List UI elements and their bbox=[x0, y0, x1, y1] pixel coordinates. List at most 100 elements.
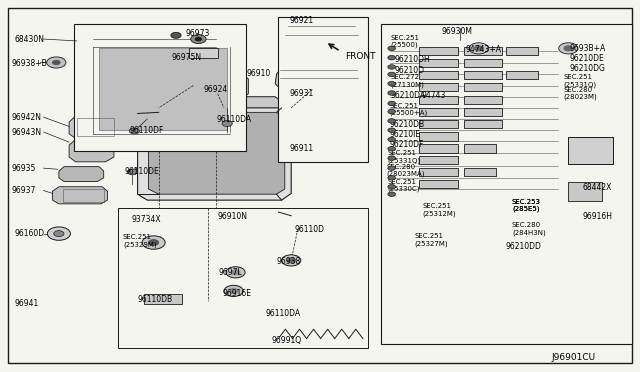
Text: 96210DG: 96210DG bbox=[570, 64, 605, 73]
Text: SEC.251
(25500): SEC.251 (25500) bbox=[390, 35, 419, 48]
Circle shape bbox=[388, 176, 396, 180]
Circle shape bbox=[388, 81, 396, 86]
Circle shape bbox=[469, 43, 488, 54]
Polygon shape bbox=[59, 167, 104, 182]
Text: 96942N: 96942N bbox=[12, 113, 42, 122]
Circle shape bbox=[388, 101, 396, 106]
Polygon shape bbox=[151, 97, 285, 112]
Circle shape bbox=[47, 57, 66, 68]
Circle shape bbox=[388, 119, 396, 123]
Text: SEC.272
(27130M): SEC.272 (27130M) bbox=[390, 74, 424, 88]
Text: 96931: 96931 bbox=[289, 89, 314, 97]
Bar bbox=[506, 71, 538, 79]
Bar bbox=[419, 156, 458, 164]
Text: 9697L: 9697L bbox=[219, 268, 243, 277]
Text: 96921: 96921 bbox=[289, 16, 314, 25]
Polygon shape bbox=[69, 116, 118, 138]
Bar bbox=[419, 96, 458, 104]
Text: SEC.280
(284H3N): SEC.280 (284H3N) bbox=[512, 222, 546, 235]
Circle shape bbox=[148, 240, 159, 246]
Text: 96210IE: 96210IE bbox=[389, 130, 420, 139]
Text: 96210D: 96210D bbox=[395, 66, 425, 75]
Text: 96910N: 96910N bbox=[218, 212, 248, 221]
Polygon shape bbox=[388, 41, 562, 199]
Bar bbox=[464, 59, 502, 67]
Text: 68430N: 68430N bbox=[14, 35, 44, 44]
Circle shape bbox=[231, 270, 240, 275]
Polygon shape bbox=[76, 37, 240, 141]
Circle shape bbox=[142, 236, 165, 249]
Circle shape bbox=[388, 55, 396, 60]
Text: SEC.251
(25331Q): SEC.251 (25331Q) bbox=[563, 74, 596, 88]
Bar bbox=[464, 168, 496, 176]
Bar bbox=[464, 96, 502, 104]
Text: 96916E: 96916E bbox=[223, 289, 252, 298]
Text: 96991Q: 96991Q bbox=[272, 336, 302, 345]
Text: 96210DE: 96210DE bbox=[570, 54, 604, 63]
Circle shape bbox=[191, 35, 206, 44]
Text: 96935: 96935 bbox=[12, 164, 36, 173]
Bar bbox=[568, 137, 613, 164]
Circle shape bbox=[474, 46, 483, 51]
Polygon shape bbox=[280, 22, 364, 52]
Text: J96901CU: J96901CU bbox=[552, 353, 596, 362]
Circle shape bbox=[129, 128, 140, 134]
Text: 96937: 96937 bbox=[12, 186, 36, 195]
Text: 96110DF: 96110DF bbox=[129, 126, 164, 135]
Bar bbox=[419, 59, 458, 67]
Circle shape bbox=[195, 37, 202, 41]
Bar bbox=[63, 189, 104, 202]
Text: 96210DB: 96210DB bbox=[389, 120, 424, 129]
Text: 96910: 96910 bbox=[246, 69, 271, 78]
Circle shape bbox=[127, 169, 138, 175]
Text: FRONT: FRONT bbox=[346, 52, 376, 61]
Circle shape bbox=[47, 227, 70, 240]
Text: SEC.253
(285E5): SEC.253 (285E5) bbox=[512, 199, 541, 212]
Text: 96924: 96924 bbox=[204, 85, 228, 94]
Text: 96210DH: 96210DH bbox=[395, 55, 431, 64]
Text: SEC.251
(25329M): SEC.251 (25329M) bbox=[123, 234, 157, 248]
Bar bbox=[464, 120, 502, 128]
Circle shape bbox=[229, 288, 238, 294]
Text: 96911: 96911 bbox=[290, 144, 314, 153]
Bar bbox=[419, 120, 458, 128]
Circle shape bbox=[54, 231, 64, 237]
Circle shape bbox=[388, 185, 396, 189]
Bar bbox=[278, 17, 368, 162]
Text: SEC.280
(28023M): SEC.280 (28023M) bbox=[563, 87, 597, 100]
Circle shape bbox=[287, 258, 296, 263]
Text: SEC.251
(25330C): SEC.251 (25330C) bbox=[388, 179, 420, 192]
Text: 96941: 96941 bbox=[14, 299, 38, 308]
Bar bbox=[144, 294, 182, 304]
Polygon shape bbox=[152, 214, 275, 273]
Text: 68442X: 68442X bbox=[582, 183, 612, 192]
Bar bbox=[99, 48, 227, 130]
Bar bbox=[464, 47, 502, 55]
Circle shape bbox=[388, 147, 396, 151]
Bar bbox=[464, 144, 496, 153]
Text: SEC.251
(25312M): SEC.251 (25312M) bbox=[422, 203, 456, 217]
Bar bbox=[419, 144, 458, 153]
Bar bbox=[419, 47, 458, 55]
Bar bbox=[464, 71, 502, 79]
Text: 96210DF: 96210DF bbox=[389, 140, 424, 149]
Circle shape bbox=[388, 72, 396, 77]
Text: 96210DD: 96210DD bbox=[506, 242, 541, 251]
Bar bbox=[118, 208, 368, 348]
Text: 96110DB: 96110DB bbox=[138, 295, 173, 304]
Bar bbox=[419, 132, 458, 141]
Bar bbox=[419, 108, 458, 116]
Text: 94743+A: 94743+A bbox=[466, 45, 502, 54]
Bar bbox=[419, 180, 458, 188]
Text: 96160D: 96160D bbox=[14, 229, 44, 238]
Text: SEC.280
(28023MA): SEC.280 (28023MA) bbox=[387, 164, 425, 177]
Bar bbox=[419, 168, 458, 176]
Text: SEC.251
(25331Q): SEC.251 (25331Q) bbox=[388, 150, 421, 164]
Text: 96110DE: 96110DE bbox=[125, 167, 159, 176]
Circle shape bbox=[222, 121, 232, 126]
Circle shape bbox=[388, 156, 396, 160]
Text: 96973: 96973 bbox=[186, 29, 210, 38]
Circle shape bbox=[388, 128, 396, 132]
Bar bbox=[568, 182, 602, 201]
Text: SEC.253
(285E5): SEC.253 (285E5) bbox=[512, 199, 541, 212]
